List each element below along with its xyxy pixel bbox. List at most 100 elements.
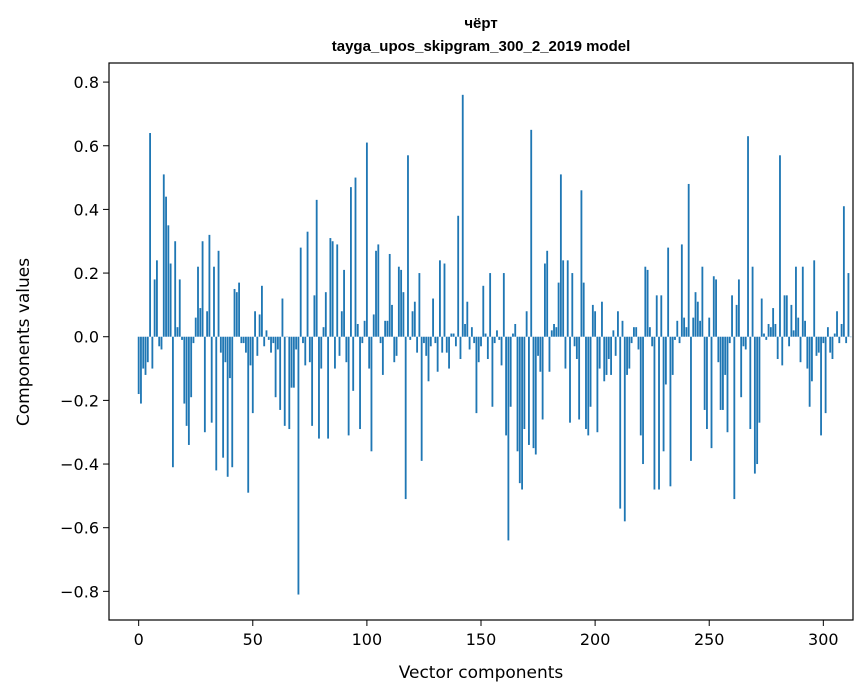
bar-component-34 <box>215 336 218 471</box>
bar-component-57 <box>267 336 270 340</box>
bar-component-75 <box>308 336 311 363</box>
bar-component-195 <box>582 282 585 337</box>
bar-component-201 <box>596 336 599 433</box>
bar-component-148 <box>475 336 478 414</box>
bar-component-138 <box>452 333 455 337</box>
bar-component-126 <box>425 336 428 356</box>
bar-component-128 <box>429 336 432 347</box>
bar-component-102 <box>370 336 373 452</box>
bar-component-261 <box>733 336 736 500</box>
bar-component-254 <box>717 336 720 363</box>
bar-component-197 <box>587 336 590 436</box>
bar-component-67 <box>290 336 293 388</box>
bar-component-91 <box>345 336 348 363</box>
bar-component-232 <box>667 247 670 337</box>
bar-component-276 <box>767 323 770 337</box>
bar-component-54 <box>261 285 263 337</box>
bar-component-285 <box>788 336 791 347</box>
bar-component-85 <box>331 241 334 337</box>
bar-component-161 <box>505 336 508 436</box>
bar-component-179 <box>546 250 549 337</box>
bar-component-48 <box>247 336 250 493</box>
bar-component-82 <box>324 292 327 337</box>
bar-component-284 <box>785 295 788 337</box>
y-tick-label: 0.6 <box>74 137 99 156</box>
bar-component-66 <box>288 336 291 430</box>
bar-component-110 <box>388 253 391 337</box>
bar-component-300 <box>822 336 825 344</box>
bar-component-275 <box>765 336 768 340</box>
bar-component-3 <box>144 336 147 375</box>
bar-component-158 <box>498 336 501 340</box>
bar-component-224 <box>648 327 651 337</box>
bar-component-204 <box>603 336 606 382</box>
bar-component-210 <box>617 311 619 337</box>
bar-component-97 <box>359 336 361 430</box>
bar-component-58 <box>270 336 272 353</box>
bar-component-259 <box>728 336 731 344</box>
bar-component-192 <box>575 336 578 360</box>
bar-component-30 <box>206 311 209 337</box>
bar-component-305 <box>833 333 836 337</box>
bar-component-278 <box>772 308 775 337</box>
bar-component-89 <box>340 311 343 337</box>
bar-component-104 <box>375 250 377 337</box>
bar-component-222 <box>644 266 647 337</box>
bar-component-149 <box>477 336 480 363</box>
bar-component-257 <box>724 336 727 375</box>
bar-component-140 <box>457 215 460 337</box>
bar-component-119 <box>409 336 412 340</box>
bar-component-10 <box>160 336 163 350</box>
bar-component-108 <box>384 320 387 337</box>
bar-component-88 <box>338 336 341 356</box>
bar-component-266 <box>744 336 747 350</box>
bar-component-94 <box>352 336 355 391</box>
bar-component-288 <box>795 266 797 337</box>
bar-component-141 <box>459 336 462 360</box>
bar-component-45 <box>240 336 243 344</box>
bar-component-211 <box>619 336 622 509</box>
bar-component-61 <box>276 336 279 350</box>
bar-component-42 <box>233 288 236 337</box>
bar-component-14 <box>169 263 172 337</box>
x-tick-label: 100 <box>352 630 383 649</box>
bar-component-136 <box>448 336 450 369</box>
bar-component-146 <box>470 327 473 337</box>
bar-component-55 <box>263 336 266 347</box>
bar-component-106 <box>379 336 382 344</box>
bar-component-223 <box>646 269 649 337</box>
bar-component-129 <box>432 298 434 337</box>
bar-component-247 <box>701 266 704 337</box>
bar-component-4 <box>146 336 149 363</box>
bar-component-287 <box>792 330 795 337</box>
bar-component-187 <box>564 336 567 369</box>
bar-component-11 <box>162 174 165 337</box>
bar-component-154 <box>489 273 492 337</box>
bar-component-118 <box>407 155 409 337</box>
bar-component-5 <box>149 133 151 337</box>
bar-component-137 <box>450 333 453 337</box>
y-tick-label: 0.0 <box>74 328 99 347</box>
bar-component-46 <box>242 336 245 344</box>
bar-component-36 <box>219 336 222 353</box>
chart-subtitle: tayga_upos_skipgram_300_2_2019 model <box>332 38 631 55</box>
bar-component-73 <box>304 336 307 366</box>
bar-component-267 <box>747 136 749 337</box>
bar-component-83 <box>327 336 330 439</box>
bar-component-277 <box>769 327 772 337</box>
bar-component-281 <box>779 155 781 337</box>
bar-component-256 <box>722 336 724 410</box>
bar-component-297 <box>815 336 818 356</box>
bar-component-32 <box>210 336 213 423</box>
bar-component-28 <box>201 241 204 337</box>
bar-component-47 <box>245 336 247 353</box>
bar-component-105 <box>377 244 380 337</box>
bar-component-202 <box>598 336 601 369</box>
bar-component-302 <box>826 327 829 337</box>
bar-component-225 <box>651 336 654 347</box>
bar-component-172 <box>530 129 533 337</box>
bar-component-272 <box>758 336 761 423</box>
bar-component-307 <box>838 336 841 344</box>
bar-component-159 <box>500 336 503 366</box>
bar-component-100 <box>365 142 368 337</box>
